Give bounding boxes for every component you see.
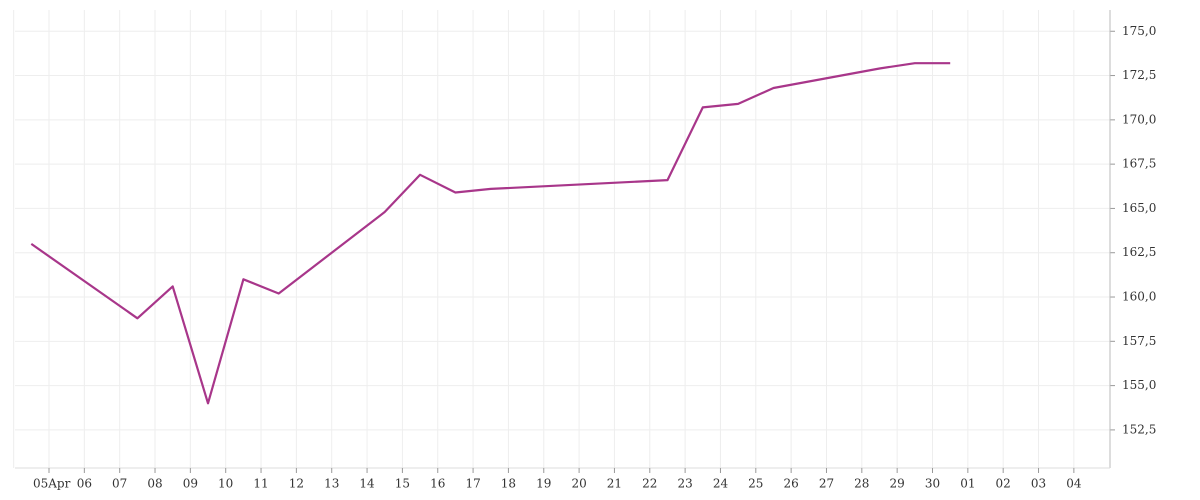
x-tick-label: 06 bbox=[77, 477, 92, 491]
y-tick-label: 160,0 bbox=[1122, 290, 1156, 304]
x-tick-label: 28 bbox=[854, 477, 869, 491]
x-tick-label: 14 bbox=[359, 477, 375, 491]
x-tick-label: 17 bbox=[465, 477, 480, 491]
x-tick-label: 03 bbox=[1031, 477, 1046, 491]
x-tick-label: 07 bbox=[112, 477, 127, 491]
x-tick-label: 29 bbox=[890, 477, 905, 491]
x-tick-label: 02 bbox=[996, 477, 1011, 491]
y-tick-label: 167,5 bbox=[1122, 157, 1156, 171]
x-tick-label: 09 bbox=[183, 477, 198, 491]
x-tick-label: 25 bbox=[748, 477, 763, 491]
y-tick-label: 170,0 bbox=[1122, 112, 1156, 126]
y-tick-label: 175,0 bbox=[1122, 24, 1156, 38]
x-tick-label: 05Apr bbox=[33, 477, 71, 491]
y-tick-label: 162,5 bbox=[1122, 245, 1156, 259]
x-tick-label: 26 bbox=[783, 477, 798, 491]
y-tick-label: 152,5 bbox=[1122, 422, 1156, 436]
x-tick-label: 15 bbox=[395, 477, 410, 491]
x-tick-label: 21 bbox=[607, 477, 622, 491]
y-tick-label: 155,0 bbox=[1122, 378, 1156, 392]
x-tick-label: 10 bbox=[218, 477, 233, 491]
y-tick-label: 172,5 bbox=[1122, 68, 1156, 82]
x-tick-label: 22 bbox=[642, 477, 657, 491]
x-tick-label: 16 bbox=[430, 477, 445, 491]
x-tick-label: 20 bbox=[571, 477, 586, 491]
x-tick-label: 27 bbox=[819, 477, 834, 491]
y-tick-label: 165,0 bbox=[1122, 201, 1156, 215]
x-tick-label: 19 bbox=[536, 477, 551, 491]
x-tick-label: 23 bbox=[677, 477, 692, 491]
line bbox=[30, 62, 951, 405]
x-tick-label: 24 bbox=[713, 477, 729, 491]
x-tick-label: 01 bbox=[960, 477, 975, 491]
x-tick-label: 04 bbox=[1066, 477, 1082, 491]
y-tick-label: 157,5 bbox=[1122, 334, 1156, 348]
x-tick-label: 12 bbox=[289, 477, 304, 491]
x-tick-label: 18 bbox=[501, 477, 516, 491]
x-tick-label: 30 bbox=[925, 477, 940, 491]
x-tick-label: 13 bbox=[324, 477, 339, 491]
x-tick-label: 08 bbox=[147, 477, 162, 491]
x-tick-label: 11 bbox=[253, 477, 268, 491]
